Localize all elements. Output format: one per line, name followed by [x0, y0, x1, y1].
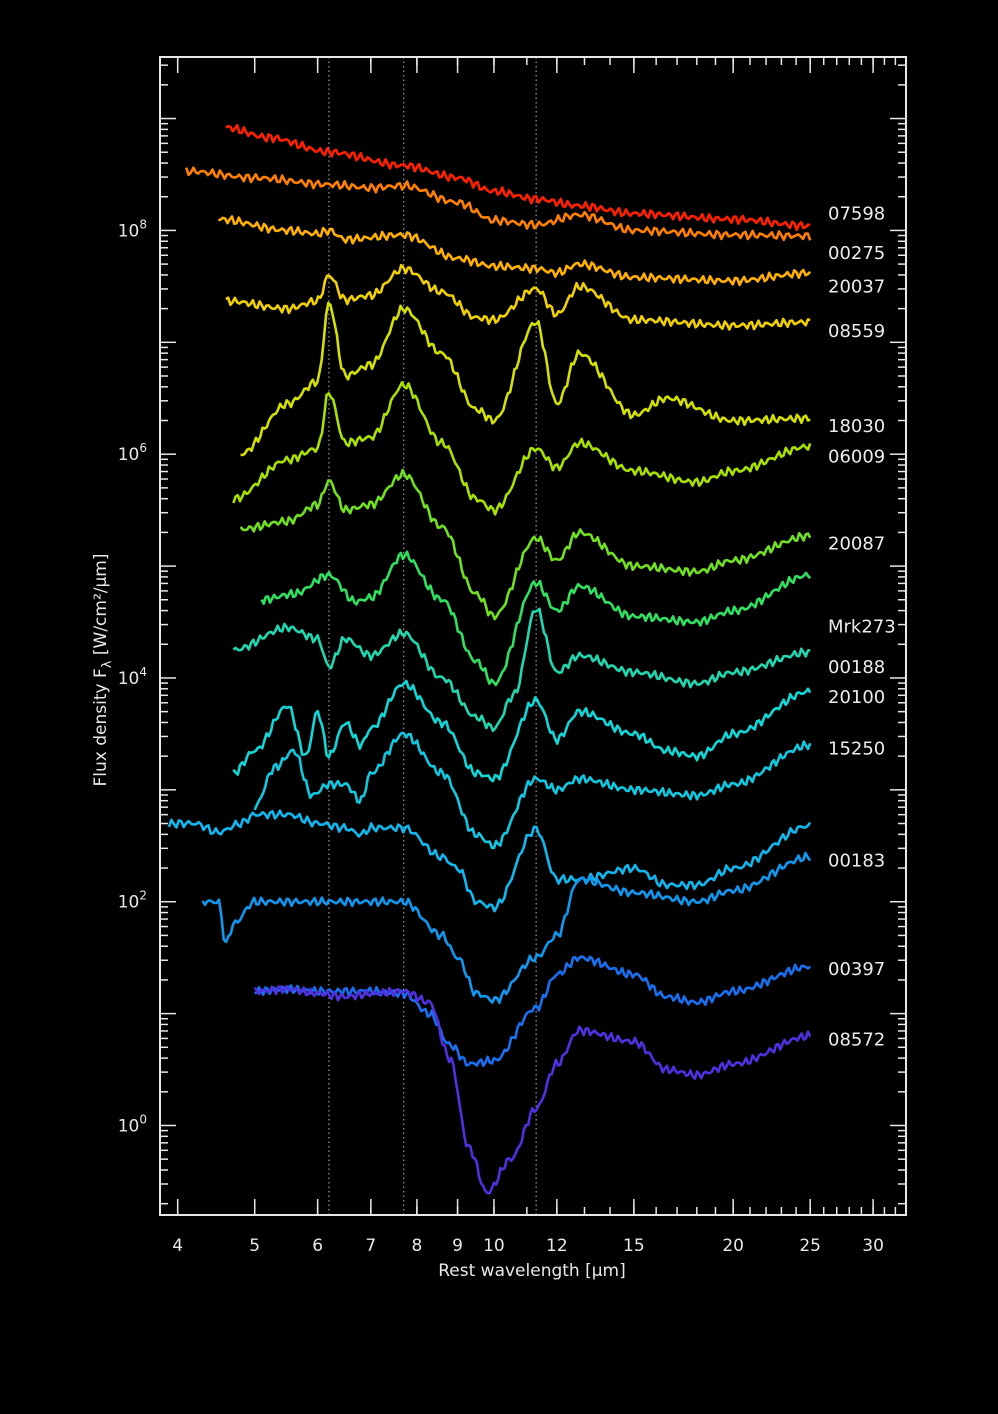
plot-frame	[159, 56, 907, 1216]
x-tick-label: 20	[722, 1236, 744, 1256]
x-tick-label: 4	[172, 1236, 183, 1256]
y-tick-label: 106	[118, 441, 147, 465]
x-axis-title: Rest wavelength [μm]	[438, 1261, 626, 1281]
series-line	[254, 955, 811, 1067]
series-line	[253, 731, 812, 850]
series-label: 20100	[828, 687, 885, 708]
x-tick-label: 6	[312, 1236, 323, 1256]
series-label: 00275	[828, 243, 885, 264]
reference-lines	[328, 57, 537, 1215]
series-label: Mrk273	[828, 616, 896, 637]
series-label: 00397	[828, 959, 885, 980]
series-label: 18030	[828, 416, 885, 437]
series-label: 08559	[828, 321, 885, 342]
series-label: 15250	[828, 738, 885, 759]
x-tick-label: 5	[249, 1236, 260, 1256]
series-label: 08572	[828, 1029, 885, 1050]
y-tick-label: 108	[118, 217, 147, 241]
y-tick-label: 102	[118, 889, 147, 913]
y-tick-label: 100	[118, 1112, 147, 1136]
series-label: 07598	[828, 204, 885, 225]
x-tick-label: 25	[799, 1236, 821, 1256]
series-line	[184, 166, 812, 242]
series-label: 20037	[828, 276, 885, 297]
series-line	[225, 124, 811, 232]
series-layer	[167, 124, 812, 1195]
x-tick-label: 7	[365, 1236, 376, 1256]
x-tick-label: 8	[412, 1236, 423, 1256]
x-tick-label: 12	[546, 1236, 568, 1256]
series-line	[232, 607, 811, 733]
x-tick-label: 10	[483, 1236, 505, 1256]
x-tick-label: 30	[862, 1236, 884, 1256]
axes: 4 5 6 7 8 9 10 12 15 20 25 30 100 102 104 106 108	[118, 56, 907, 1256]
x-tick-label: 15	[623, 1236, 645, 1256]
series-line	[232, 679, 812, 783]
series-line	[239, 468, 812, 621]
series-line	[240, 301, 811, 457]
series-label: 06009	[828, 446, 885, 467]
series-line	[232, 381, 812, 516]
series-line	[260, 550, 812, 687]
series-line	[167, 809, 812, 913]
series-label: 00183	[828, 850, 885, 871]
series-line	[201, 851, 812, 1004]
y-tick-label: 104	[118, 665, 147, 689]
series-line	[253, 985, 812, 1195]
series-labels: 07598 00275 20037 08559 18030 06009 20087 Mrk27…	[828, 204, 896, 1051]
series-line	[217, 215, 812, 287]
x-tick-label: 9	[452, 1236, 463, 1256]
series-label: 20087	[828, 534, 885, 555]
y-axis-title: Flux density Fλ [W/cm²/μm]	[91, 554, 115, 787]
series-line	[225, 263, 811, 331]
series-label: 00188	[828, 657, 885, 678]
